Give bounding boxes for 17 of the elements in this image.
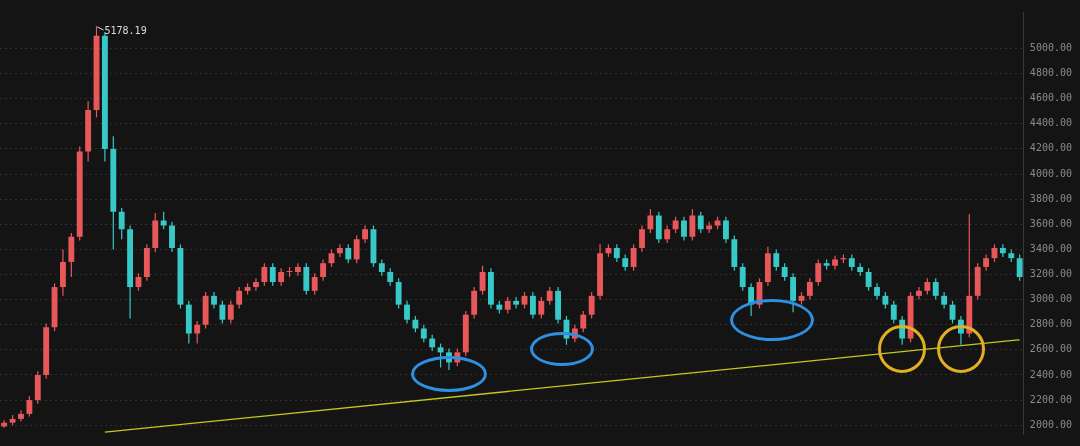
y-tick-label: 5000.00	[1029, 42, 1073, 54]
y-tick-label: 4000.00	[1029, 167, 1073, 179]
y-tick-label: 4200.00	[1029, 142, 1073, 154]
y-tick-label: 2600.00	[1029, 343, 1073, 355]
y-tick-label: 2000.00	[1029, 418, 1073, 430]
y-tick-label: 4600.00	[1029, 92, 1073, 104]
y-tick-label: 3000.00	[1029, 293, 1073, 305]
y-tick-label: 2200.00	[1029, 393, 1073, 405]
y-tick-label: 4400.00	[1029, 117, 1073, 129]
y-tick-label: 2800.00	[1029, 318, 1073, 330]
y-tick-label: 2400.00	[1029, 368, 1073, 380]
y-tick-label: 3600.00	[1029, 217, 1073, 229]
annotation: 5178.19	[104, 25, 147, 37]
y-tick-label: 3400.00	[1029, 242, 1073, 254]
y-tick-label: 3200.00	[1029, 268, 1073, 280]
y-tick-label: 4800.00	[1029, 67, 1073, 79]
y-tick-label: 3800.00	[1029, 192, 1073, 204]
